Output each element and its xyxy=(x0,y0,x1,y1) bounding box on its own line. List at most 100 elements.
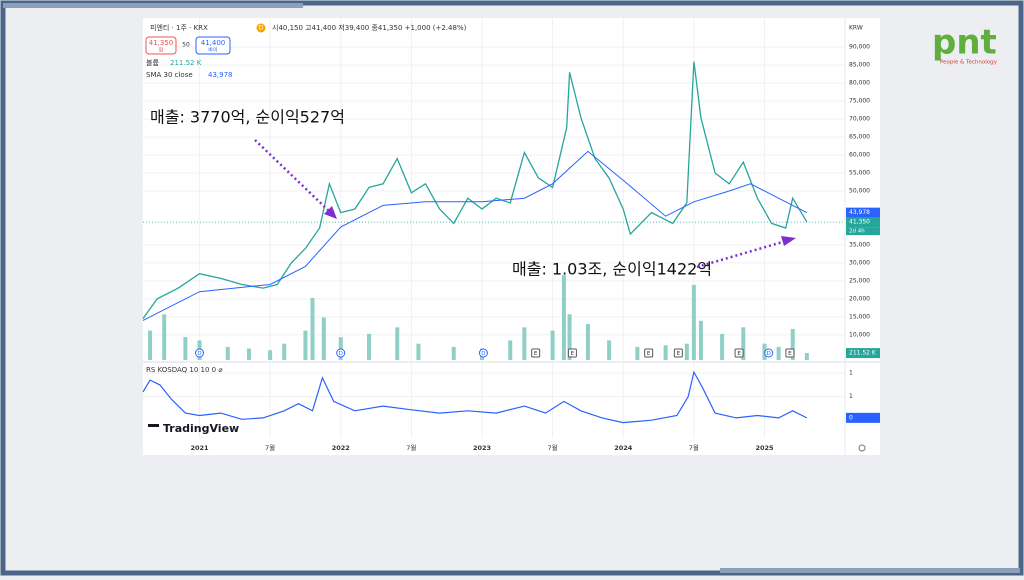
volume-bar xyxy=(698,320,703,360)
x-tick-label: 2025 xyxy=(755,444,774,452)
y-tick-label: 90,000 xyxy=(849,44,870,51)
event-label: E xyxy=(647,351,651,357)
rs-badge: 0 xyxy=(849,414,853,421)
settings-icon[interactable] xyxy=(858,444,866,452)
interval-badge-bg xyxy=(256,23,266,33)
rs-label: RS KOSDAQ 10 10 0 ⌀ xyxy=(146,366,223,374)
sell-box[interactable] xyxy=(145,36,177,55)
volume-badge-bg xyxy=(846,348,880,359)
volume-bar xyxy=(451,346,456,360)
countdown-bg xyxy=(846,227,880,236)
volume-bar xyxy=(303,330,308,360)
y-tick-label: 80,000 xyxy=(849,80,870,87)
x-tick-label: 2022 xyxy=(332,444,350,452)
volume-bar xyxy=(776,346,781,360)
rs-badge-bg xyxy=(846,412,880,423)
event-marker xyxy=(734,348,744,358)
annotation-arrow xyxy=(696,239,787,269)
volume-bar xyxy=(416,343,421,360)
x-tick-label: 7월 xyxy=(689,443,699,452)
brand-icon xyxy=(148,424,159,427)
x-tick-label: 2023 xyxy=(473,444,491,452)
frame-accent xyxy=(720,568,1020,573)
close-badge-bg xyxy=(846,217,880,228)
volume-bar xyxy=(310,297,315,360)
event-marker xyxy=(194,348,204,358)
volume-bar xyxy=(585,324,590,360)
event-label: D xyxy=(481,351,485,357)
volume-badge: 211.52 K xyxy=(849,350,877,357)
chart-panel xyxy=(143,18,880,455)
sell-label: 팜 xyxy=(159,47,164,54)
buy-box[interactable] xyxy=(195,36,231,55)
sma-label: SMA 30 close xyxy=(146,71,193,79)
logo: pnt xyxy=(932,23,997,63)
volume-bar xyxy=(282,343,287,360)
event-label: E xyxy=(677,351,681,357)
x-tick-label: 2021 xyxy=(190,444,209,452)
event-marker xyxy=(644,348,654,358)
chart-layer: 2021 7월 2022 7월 2023 7월 2024 7월 2025 10,000 15,000… xyxy=(142,18,880,452)
buy-price: 41,400 xyxy=(201,39,226,47)
y-tick-label: 75,000 xyxy=(849,98,870,105)
spread: 50 xyxy=(182,42,190,49)
y-tick-label: 85,000 xyxy=(849,62,870,69)
volume-bar xyxy=(720,333,725,360)
y-tick-label: 25,000 xyxy=(849,277,870,284)
event-marker xyxy=(785,348,795,358)
event-label: E xyxy=(571,351,575,357)
close-badge: 41,350 xyxy=(849,219,870,226)
volume-bar xyxy=(567,314,572,360)
currency: KRW xyxy=(849,25,863,32)
event-marker xyxy=(531,348,541,358)
volume-bar xyxy=(183,337,188,360)
x-tick-label: 7월 xyxy=(265,443,275,452)
volume-bar xyxy=(508,340,513,360)
event-label: D xyxy=(339,351,343,357)
x-tick-label: 2024 xyxy=(614,444,633,452)
event-marker xyxy=(336,348,346,358)
volume-bar xyxy=(607,340,612,360)
annotation-arrow xyxy=(254,139,331,213)
volume-bar xyxy=(550,330,555,360)
volume-bar xyxy=(741,327,746,360)
brand: TradingView xyxy=(163,422,239,435)
header: 피엔티 · 1주 · KRX D 시40,150 고41,400 저39,400… xyxy=(145,23,866,452)
volume-bar xyxy=(162,314,167,360)
sma-value: 43,978 xyxy=(208,71,233,79)
sell-price: 41,350 xyxy=(149,39,174,47)
sma-badge-bg xyxy=(846,207,880,218)
y-tick-label: 1 xyxy=(849,370,853,377)
volume-bar xyxy=(395,327,400,360)
volume-bar xyxy=(268,350,273,360)
line xyxy=(142,150,808,321)
event-label: E xyxy=(788,351,792,357)
volume-bar xyxy=(790,328,795,360)
y-tick-label: 1 xyxy=(849,393,853,400)
volume-bar xyxy=(148,330,153,360)
x-tick-label: 7월 xyxy=(406,443,416,452)
event-label: D xyxy=(767,351,771,357)
event-label: E xyxy=(534,351,538,357)
event-marker xyxy=(567,348,577,358)
y-tick-label: 55,000 xyxy=(849,170,870,177)
countdown: 2d 4h xyxy=(849,229,865,235)
volume-bar xyxy=(522,327,527,360)
event-label: E xyxy=(737,351,741,357)
line xyxy=(142,370,808,424)
arrow-head xyxy=(781,236,796,246)
frame-accent xyxy=(3,3,303,8)
y-tick-label: 30,000 xyxy=(849,259,870,266)
volume-bar xyxy=(684,343,689,360)
event-label: D xyxy=(197,351,201,357)
buy-label: 바이 xyxy=(208,47,217,54)
annotation: 매출: 1.03조, 순이익1422억 xyxy=(512,260,712,279)
volume-bar xyxy=(366,333,371,360)
event-marker xyxy=(478,348,488,358)
volume-label: 볼륨 xyxy=(146,58,159,67)
event-marker xyxy=(764,348,774,358)
interval-badge: D xyxy=(259,25,264,32)
